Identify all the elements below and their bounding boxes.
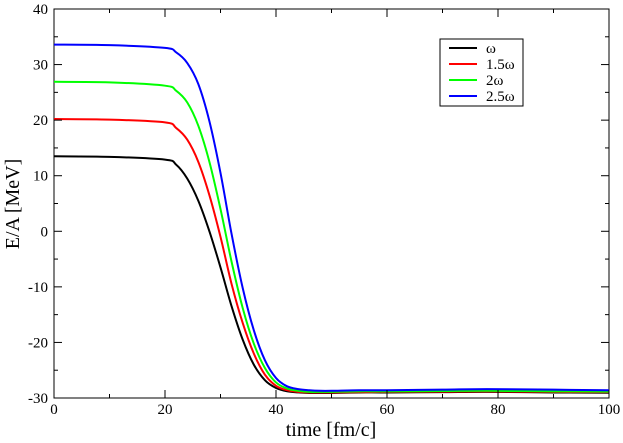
legend-label: 2ω	[486, 73, 504, 89]
x-axis-title: time [fm/c]	[286, 419, 377, 441]
x-tick-label: 40	[269, 402, 284, 418]
x-tick-label: 100	[598, 402, 621, 418]
y-tick-label: -10	[28, 280, 48, 296]
series-line-3	[53, 43, 610, 392]
y-tick-label: -30	[28, 391, 48, 407]
y-axis-title: E/A [MeV]	[2, 159, 24, 250]
series-line-0	[53, 155, 610, 395]
x-tick-label: 80	[491, 402, 506, 418]
legend-label: ω	[486, 41, 496, 57]
y-tick-label: 20	[33, 113, 48, 129]
legend-label: 2.5ω	[486, 89, 515, 105]
x-tick-label: 20	[158, 402, 173, 418]
series-line-2	[53, 80, 610, 393]
y-tick-label: 30	[33, 58, 48, 74]
tick-layer: 0 20 40 60 80 100 -30 -20 -10 0 10 20 30 40	[28, 2, 620, 418]
y-tick-label: 0	[41, 224, 49, 240]
y-tick-label: 10	[33, 169, 48, 185]
x-tick-label: 0	[50, 402, 58, 418]
legend-box	[439, 38, 524, 107]
y-tick-label: -20	[28, 335, 48, 351]
y-tick-label: 40	[33, 2, 48, 18]
series-line-1	[53, 118, 610, 394]
plot-frame	[53, 8, 610, 399]
series-layer	[53, 43, 610, 395]
x-tick-label: 60	[380, 402, 395, 418]
legend-label: 1.5ω	[486, 57, 515, 73]
